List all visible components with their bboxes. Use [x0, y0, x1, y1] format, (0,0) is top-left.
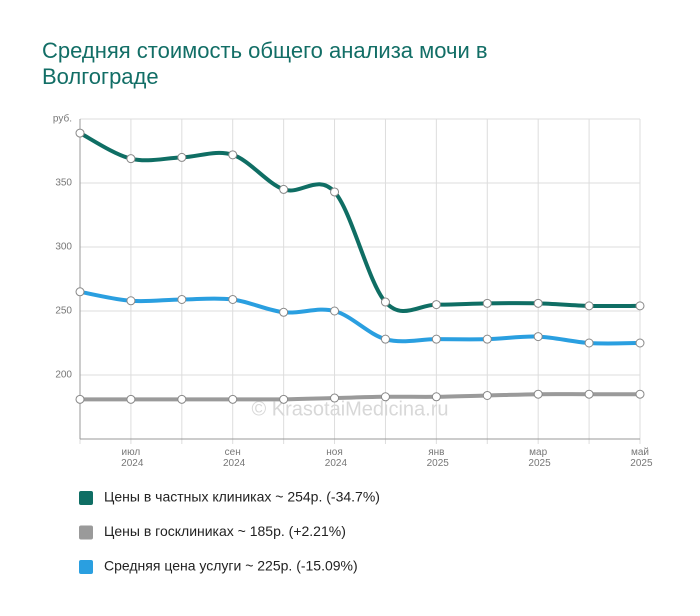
point: [75, 128, 85, 138]
point: [228, 394, 238, 404]
legend-label: Цены в частных клиниках ~ 254р. (-34.7%): [104, 489, 380, 505]
point: [279, 184, 289, 194]
series-line: [79, 289, 641, 346]
point: [533, 332, 543, 342]
point: [584, 301, 594, 311]
point: [431, 392, 441, 402]
point: [482, 390, 492, 400]
point: [431, 334, 441, 344]
point: [584, 389, 594, 399]
point: [228, 294, 238, 304]
point: [635, 389, 645, 399]
point: [482, 334, 492, 344]
legend-label: Цены в госклиниках ~ 185р. (+2.21%): [104, 523, 346, 539]
x-tick-label: ноя 2024: [322, 447, 347, 469]
point: [177, 294, 187, 304]
y-tick-label: 300: [55, 242, 72, 253]
y-tick-label: 350: [55, 178, 72, 189]
legend-swatch: [79, 491, 93, 505]
point: [279, 394, 289, 404]
point: [279, 307, 289, 317]
point: [126, 154, 136, 164]
x-tick-label: янв 2025: [424, 447, 449, 469]
series-line: [79, 131, 641, 313]
point: [380, 392, 390, 402]
point: [533, 389, 543, 399]
legend-label: Средняя цена услуги ~ 225р. (-15.09%): [104, 558, 358, 574]
point: [177, 152, 187, 162]
point: [330, 187, 340, 197]
y-tick-label: 200: [55, 370, 72, 381]
point: [635, 338, 645, 348]
point: [584, 338, 594, 348]
legend-swatch: [79, 560, 93, 574]
point: [482, 298, 492, 308]
watermark: © KrasotaiMedicina.ru: [251, 398, 448, 420]
point: [126, 394, 136, 404]
y-tick-label: 250: [55, 306, 72, 317]
point: [380, 297, 390, 307]
point: [177, 394, 187, 404]
point: [228, 150, 238, 160]
y-tick-label: руб.: [53, 113, 72, 125]
series-line: [80, 392, 640, 402]
point: [380, 334, 390, 344]
point: [635, 301, 645, 311]
point: [330, 306, 340, 316]
point: [75, 394, 85, 404]
chart-title: Средняя стоимость общего анализа мочи в …: [42, 38, 488, 89]
point: [533, 298, 543, 308]
x-tick-label: май 2025: [627, 447, 652, 469]
x-tick-label: мар 2025: [526, 447, 551, 469]
legend-swatch: [79, 525, 93, 540]
point: [75, 287, 85, 297]
point: [431, 300, 441, 310]
x-tick-label: сен 2024: [220, 447, 245, 469]
x-tick-label: июл 2024: [118, 447, 143, 469]
point: [126, 296, 136, 306]
point: [330, 393, 340, 403]
